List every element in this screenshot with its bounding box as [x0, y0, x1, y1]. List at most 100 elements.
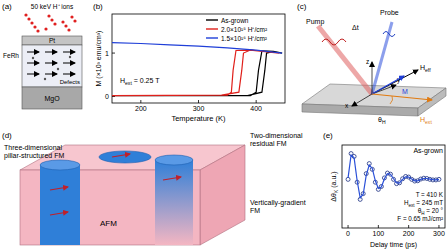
spin-arrow: [27, 52, 39, 53]
text-part: = 0.25 T: [132, 77, 160, 84]
defect: [44, 78, 46, 80]
ion: [27, 17, 30, 20]
axis-x: [352, 94, 372, 106]
text-part: eff: [425, 67, 431, 73]
probe-pulse: [383, 32, 395, 37]
ion: [70, 15, 73, 18]
series-line: [112, 50, 279, 96]
text-part: = 20 °: [425, 207, 444, 214]
text-part: ext: [425, 119, 432, 125]
m-arrow: [372, 76, 404, 94]
panel-c: PumpProbeΔtzyxHeffMHextθH: [302, 9, 446, 125]
x-tick-label: 300: [193, 105, 205, 112]
moment-arrow: [163, 177, 181, 180]
label: MgO: [44, 95, 60, 103]
legend-label: As-grown: [221, 17, 249, 25]
residual-label: residual FM: [250, 140, 287, 147]
gradient-fm: [155, 160, 193, 245]
pump-label: Pump: [306, 18, 324, 26]
legend-swatch: [206, 19, 218, 20]
chart: 20030040001Temperature (K)M (×10³ emu/cm…: [95, 14, 285, 123]
text-part: Δθ: [330, 193, 337, 202]
x-tick: [408, 225, 409, 228]
moment-arrow: [50, 187, 68, 190]
title: As-grown: [413, 147, 443, 155]
residual-fm: [99, 151, 151, 163]
x-tick: [348, 225, 349, 228]
spin-arrow: [45, 74, 57, 75]
y-axis-label: M (×10³ emu/cm³): [95, 31, 103, 87]
y-tick-label: 0: [105, 93, 109, 100]
plot-frame: [112, 14, 285, 103]
annotation: F = 0.65 mJ/cm²: [397, 215, 443, 222]
panel-d: Two-dimensionalresidual FMThree-dimensio…: [4, 132, 306, 245]
ion: [67, 28, 70, 31]
x-tick-label: 400: [250, 105, 262, 112]
plot-area: [112, 43, 282, 96]
x-tick: [140, 100, 141, 103]
mgo-layer: [22, 87, 82, 109]
sample-side: [418, 88, 446, 116]
x-tick-label: 0: [346, 230, 350, 237]
series-line: [112, 43, 282, 53]
pillar-label: Three-dimensional: [4, 144, 62, 151]
spin-arrow: [45, 52, 57, 53]
theta-label: θH: [378, 116, 386, 125]
probe-beam: [372, 22, 392, 94]
legend-label: 2.0×10¹⁵ H⁺/cm²: [221, 26, 268, 33]
legend-swatch: [206, 28, 218, 29]
delay-label: Δt: [352, 24, 359, 31]
y-tick-label: 1: [105, 50, 109, 57]
ion: [44, 27, 47, 30]
afm-label: AFM: [100, 219, 117, 228]
annotation: Hext = 0.25 T: [120, 77, 160, 86]
box-side: [200, 145, 245, 245]
ion: [33, 25, 36, 28]
axis-label: z: [366, 58, 369, 65]
gradient-top: [155, 155, 193, 165]
defect: [32, 57, 34, 59]
pt-layer: [22, 36, 82, 45]
panel-label: (b): [93, 2, 103, 11]
x-tick-label: 200: [403, 230, 415, 237]
panel-a: 50 keV H⁺ ionsPtFeRhMgODefects: [3, 3, 82, 109]
text-part: = 245 mT: [414, 199, 443, 206]
spin-arrow: [63, 74, 75, 75]
plot-frame: [342, 145, 445, 228]
moment-arrow: [112, 154, 130, 157]
x-tick-label: 200: [135, 105, 147, 112]
label: Defects: [60, 79, 80, 85]
h-eff-arrow: [372, 70, 418, 94]
spin-arrow: [63, 63, 75, 64]
moment-arrow: [50, 212, 68, 215]
sample-front: [302, 104, 418, 116]
text-part: (a.u.): [330, 171, 338, 189]
x-tick: [378, 225, 379, 228]
panel-label: (e): [323, 131, 333, 140]
x-axis-label: Delay time (ps): [370, 241, 417, 249]
h-ext-label: Hext: [420, 116, 432, 125]
pillar-fm: [40, 165, 80, 245]
ion: [50, 18, 53, 21]
defect: [69, 56, 71, 58]
x-tick: [198, 100, 199, 103]
x-tick-label: 100: [373, 230, 385, 237]
ion: [73, 19, 76, 22]
theta-arc: [390, 96, 393, 104]
h-eff-label: Heff: [420, 64, 431, 73]
gradient-label: Vertically-gradient: [250, 199, 306, 207]
gradient-label: FM: [250, 207, 260, 214]
pump-beam: [318, 26, 372, 94]
text-part: T = 410 K: [416, 191, 444, 198]
spin-arrow: [63, 52, 75, 53]
label: Pt: [49, 37, 55, 44]
axis-label: x: [345, 102, 349, 109]
m-label: M: [402, 88, 408, 95]
x-tick: [438, 225, 439, 228]
text-part: H: [382, 119, 386, 125]
text-part: F = 0.65 mJ/cm²: [397, 215, 443, 222]
probe-label: Probe: [380, 9, 399, 16]
series-line: [112, 51, 282, 96]
data-point: [346, 177, 350, 181]
spin-arrow: [45, 63, 57, 64]
